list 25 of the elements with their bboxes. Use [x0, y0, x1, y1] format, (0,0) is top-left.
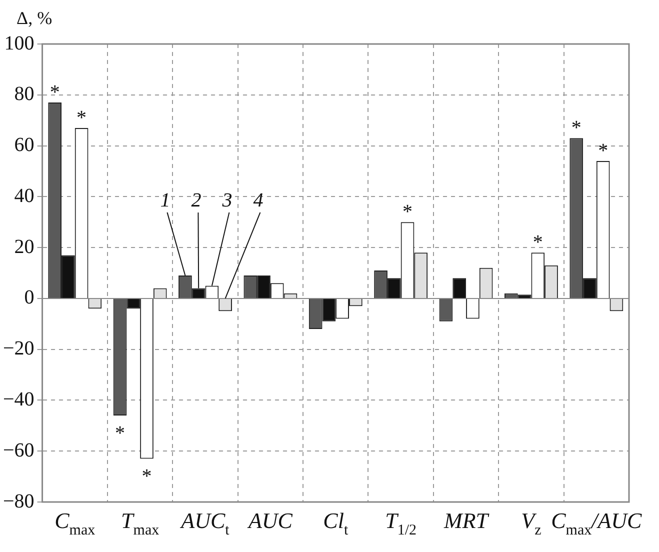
- y-tick-label: −20: [3, 338, 34, 360]
- x-tick-label: AUC: [246, 508, 293, 533]
- data-label: *: [571, 117, 582, 140]
- y-tick-label: 0: [24, 286, 34, 309]
- data-label: *: [402, 201, 413, 224]
- data-label: *: [50, 82, 60, 104]
- data-label: *: [76, 106, 87, 129]
- data-label: *: [115, 422, 126, 444]
- data-label: *: [598, 140, 608, 162]
- data-label: *: [142, 466, 152, 488]
- text: 4: [253, 189, 264, 212]
- y-tick-label: 20: [14, 236, 34, 258]
- y-tick-label: −40: [3, 388, 34, 410]
- y-tick-label: 80: [14, 83, 34, 106]
- y-tick-label: 100: [4, 32, 34, 54]
- text: 1: [160, 189, 170, 212]
- y-tick-label: 60: [14, 134, 34, 156]
- data-label: *: [532, 232, 543, 254]
- y-tick-label: −80: [3, 490, 34, 512]
- text: 2: [191, 189, 202, 212]
- y-tick-label: 40: [14, 184, 34, 207]
- x-tick-label: MRT: [443, 508, 490, 533]
- y-axis-title: Δ, %: [16, 8, 52, 28]
- y-tick-label: −60: [3, 439, 34, 462]
- text: 3: [221, 189, 232, 212]
